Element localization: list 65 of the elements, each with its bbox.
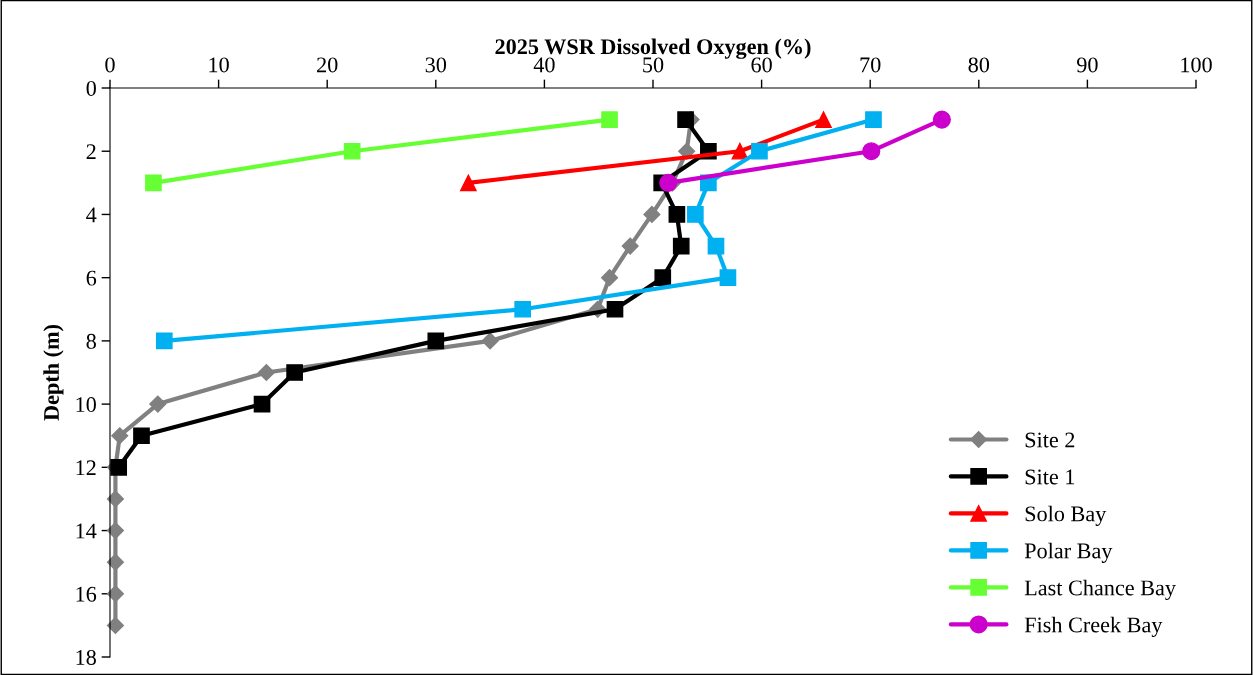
point — [253, 395, 271, 413]
point — [621, 237, 639, 255]
point — [481, 332, 499, 350]
point — [677, 111, 694, 128]
point — [719, 269, 737, 287]
y-tick-label: 10 — [76, 397, 96, 413]
point — [865, 111, 882, 128]
y-tick-label: 4 — [86, 207, 97, 223]
y-tick-label: 0 — [86, 80, 96, 96]
x-tick-label: 10 — [209, 57, 229, 73]
point — [687, 206, 704, 223]
legend-label: Site 1 — [1025, 469, 1075, 485]
legend-label: Polar Bay — [1024, 542, 1113, 563]
x-tick-label: 0 — [105, 57, 115, 73]
point — [257, 363, 275, 382]
point — [514, 300, 532, 318]
y-tick-label: 14 — [76, 523, 97, 539]
y-tick-label: 2 — [86, 144, 96, 159]
point — [111, 427, 129, 445]
x-tick-label: 50 — [643, 57, 664, 73]
x-tick-label: 70 — [860, 57, 881, 73]
legend-label: Last Chance Bay — [1024, 579, 1176, 600]
x-tick-label: 100 — [1181, 57, 1212, 73]
x-tick-label: 90 — [1077, 57, 1098, 73]
point — [707, 237, 725, 255]
point — [106, 490, 124, 508]
point — [672, 237, 690, 255]
point — [815, 111, 832, 128]
x-tick-label: 30 — [425, 57, 447, 73]
y-tick-label: 12 — [76, 460, 96, 476]
point — [145, 174, 162, 192]
point — [668, 206, 686, 223]
point — [751, 142, 768, 160]
y-tick-label: 18 — [76, 649, 96, 665]
y-axis-title: Depth (m) — [43, 325, 64, 421]
point — [133, 427, 150, 445]
point — [106, 616, 124, 634]
y-tick-label: 16 — [76, 586, 97, 602]
x-tick-label: 60 — [751, 57, 772, 73]
point — [601, 269, 619, 287]
point — [601, 111, 618, 128]
point — [654, 269, 672, 287]
legend-label: Site 2 — [1025, 432, 1075, 448]
point — [155, 332, 173, 350]
point — [643, 205, 661, 223]
point — [932, 110, 951, 129]
legend-label: Fish Creek Bay — [1024, 616, 1163, 637]
point — [606, 300, 624, 318]
y-tick-label: 6 — [86, 270, 97, 286]
point — [731, 142, 749, 160]
x-tick-label: 40 — [533, 57, 555, 73]
point — [106, 553, 124, 571]
x-tick-label: 80 — [968, 57, 990, 73]
y-tick-label: 8 — [86, 333, 96, 349]
point — [110, 458, 128, 476]
point — [862, 142, 881, 161]
point — [427, 332, 445, 350]
point — [659, 173, 678, 192]
legend-label: Solo Bay — [1025, 505, 1107, 526]
point — [460, 174, 477, 192]
point — [286, 364, 303, 381]
point — [343, 142, 361, 160]
x-tick-label: 20 — [317, 57, 338, 73]
point — [149, 395, 167, 413]
point — [106, 585, 124, 603]
